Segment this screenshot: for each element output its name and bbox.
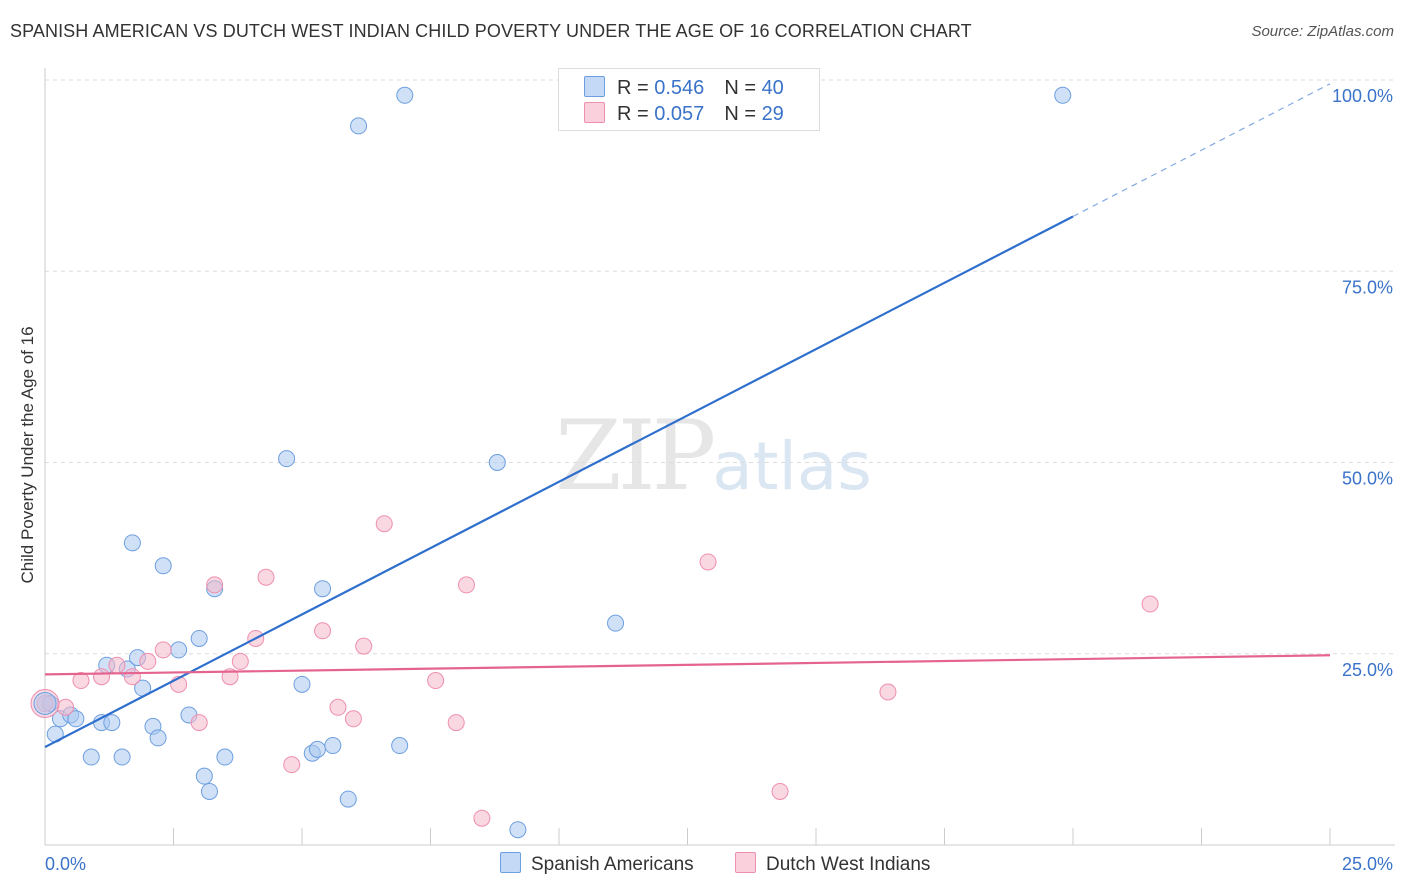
n-value: 40 bbox=[761, 77, 784, 99]
point-spanish-american bbox=[200, 782, 218, 800]
legend-swatch-spanish bbox=[584, 76, 605, 97]
point-spanish-american bbox=[324, 737, 342, 755]
point-spanish-american bbox=[339, 790, 357, 808]
point-spanish-american bbox=[67, 710, 85, 728]
point-spanish-american bbox=[293, 675, 311, 693]
y-tick-label: 75.0% bbox=[1342, 277, 1393, 297]
trendline-dutch-west-indian bbox=[44, 654, 1331, 676]
point-spanish-american bbox=[195, 767, 213, 785]
chart-title: SPANISH AMERICAN VS DUTCH WEST INDIAN CH… bbox=[10, 21, 972, 41]
point-dutch-west-indian bbox=[1141, 595, 1159, 613]
watermark-atlas: atlas bbox=[712, 428, 872, 505]
bottom-legend-label-spanish: Spanish Americans bbox=[531, 854, 694, 875]
point-spanish-american bbox=[314, 580, 332, 598]
bottom-legend-label-dutch: Dutch West Indians bbox=[766, 854, 931, 875]
point-dutch-west-indian bbox=[57, 698, 75, 716]
stats-legend-row-dutch: R = 0.057 N = 29 bbox=[584, 102, 784, 126]
y-axis-label: Child Poverty Under the Age of 16 bbox=[18, 326, 37, 584]
point-dutch-west-indian bbox=[699, 553, 717, 571]
point-spanish-american bbox=[103, 714, 121, 732]
n-label: N = bbox=[724, 103, 762, 125]
point-dutch-west-indian bbox=[139, 652, 157, 670]
bottom-legend-swatch-spanish bbox=[500, 852, 521, 873]
point-dutch-west-indian bbox=[314, 622, 332, 640]
point-spanish-american bbox=[278, 450, 296, 468]
n-label: N = bbox=[724, 77, 762, 99]
y-tick-label: 50.0% bbox=[1342, 469, 1393, 489]
x-tick-label: 0.0% bbox=[45, 854, 86, 874]
point-dutch-west-indian bbox=[447, 714, 465, 732]
point-spanish-american bbox=[1054, 86, 1072, 104]
point-spanish-american bbox=[170, 641, 188, 659]
point-dutch-west-indian bbox=[206, 576, 224, 594]
point-dutch-west-indian bbox=[329, 698, 347, 716]
stats-legend: R = 0.546 N = 40 R = 0.057 N = 29 bbox=[558, 68, 820, 131]
point-dutch-west-indian bbox=[231, 652, 249, 670]
point-dutch-west-indian bbox=[190, 714, 208, 732]
point-spanish-american bbox=[488, 454, 506, 471]
trendline-extension-spanish-american bbox=[1072, 83, 1331, 218]
bottom-legend-swatch-dutch bbox=[735, 852, 756, 873]
point-dutch-west-indian bbox=[457, 576, 475, 594]
trendline-spanish-american bbox=[44, 215, 1074, 749]
x-tick-label: 25.0% bbox=[1342, 854, 1393, 874]
point-spanish-american bbox=[308, 740, 326, 758]
n-value: 29 bbox=[761, 103, 784, 125]
point-spanish-american bbox=[216, 748, 234, 766]
point-spanish-american bbox=[190, 629, 208, 647]
point-spanish-american bbox=[154, 557, 172, 575]
point-dutch-west-indian bbox=[344, 710, 362, 728]
point-dutch-west-indian bbox=[283, 756, 301, 774]
y-tick-label: 25.0% bbox=[1342, 660, 1393, 680]
point-spanish-american bbox=[607, 614, 625, 632]
bottom-legend-dutch[interactable]: Dutch West Indians bbox=[735, 852, 930, 876]
point-spanish-american bbox=[113, 748, 131, 766]
r-label: R = bbox=[617, 103, 655, 125]
point-dutch-west-indian bbox=[427, 672, 445, 690]
point-dutch-west-indian bbox=[72, 672, 90, 690]
point-dutch-west-indian bbox=[123, 668, 141, 686]
r-value: 0.057 bbox=[654, 103, 705, 125]
y-tick-label: 100.0% bbox=[1332, 86, 1393, 106]
point-dutch-west-indian bbox=[154, 641, 172, 659]
point-dutch-west-indian bbox=[771, 782, 789, 800]
point-dutch-west-indian bbox=[93, 668, 111, 686]
legend-swatch-dutch bbox=[584, 102, 605, 123]
point-spanish-american bbox=[509, 821, 527, 839]
r-value: 0.546 bbox=[654, 77, 705, 99]
point-spanish-american bbox=[33, 691, 57, 715]
stats-legend-row-spanish: R = 0.546 N = 40 bbox=[584, 76, 784, 100]
point-dutch-west-indian bbox=[108, 656, 126, 674]
point-spanish-american bbox=[396, 86, 414, 104]
point-dutch-west-indian bbox=[473, 809, 491, 827]
point-dutch-west-indian bbox=[355, 637, 373, 655]
watermark-zip: ZIP bbox=[555, 400, 716, 512]
source-label: Source: ZipAtlas.com bbox=[1251, 23, 1394, 40]
bottom-legend-spanish[interactable]: Spanish Americans bbox=[500, 852, 694, 876]
watermark: ZIPatlas bbox=[555, 400, 872, 512]
point-spanish-american bbox=[391, 737, 409, 755]
point-dutch-west-indian bbox=[375, 515, 393, 533]
point-dutch-west-indian bbox=[257, 568, 275, 586]
point-spanish-american bbox=[149, 729, 167, 747]
point-spanish-american bbox=[82, 748, 100, 766]
point-spanish-american bbox=[123, 534, 141, 552]
point-spanish-american bbox=[350, 117, 368, 135]
r-label: R = bbox=[617, 77, 655, 99]
point-dutch-west-indian bbox=[879, 683, 897, 701]
